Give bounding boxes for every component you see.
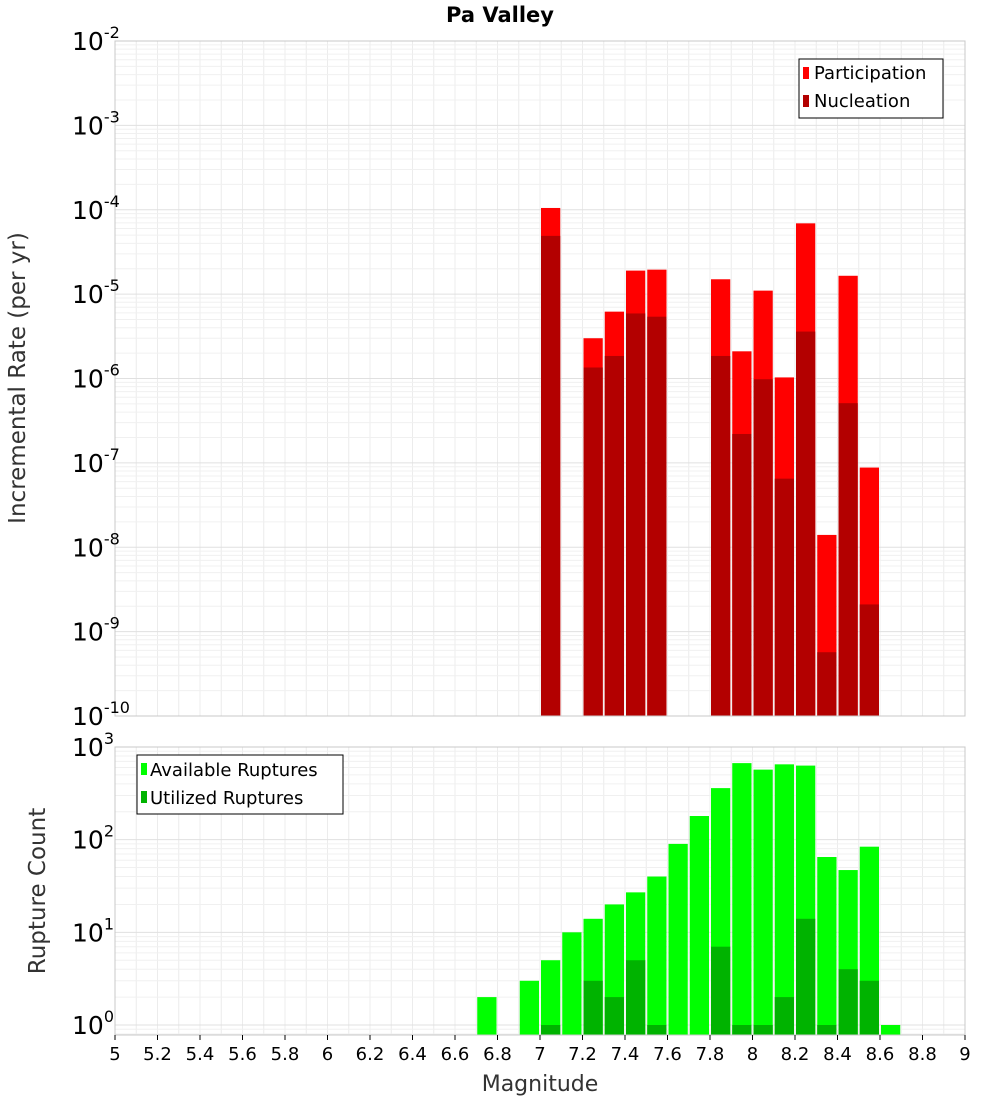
bottom-bar-utilized-ruptures [753, 1025, 773, 1035]
top-bar-nucleation [774, 478, 794, 716]
bottom-bars [477, 763, 901, 1035]
x-tick-label: 8.8 [908, 1044, 937, 1065]
legend-label-available: Available Ruptures [150, 760, 318, 781]
legend-label-utilized: Utilized Ruptures [150, 788, 303, 809]
top-bar-nucleation [796, 331, 816, 716]
top-grid [114, 40, 966, 717]
bottom-bar-available-ruptures [541, 960, 561, 1035]
legend-label-participation: Participation [814, 63, 926, 84]
x-tick-label: 9 [959, 1044, 970, 1065]
x-tick-label: 5.8 [271, 1044, 300, 1065]
x-axis-label: Magnitude [482, 1072, 599, 1097]
bottom-bar-utilized-ruptures [604, 997, 624, 1035]
bottom-bar-available-ruptures [689, 816, 709, 1035]
legend-swatch-participation [803, 67, 809, 79]
top-bar-nucleation [541, 235, 561, 716]
x-tick-label: 7 [534, 1044, 545, 1065]
bottom-bar-utilized-ruptures [583, 980, 603, 1035]
x-tick-label: 7.6 [653, 1044, 682, 1065]
x-tick-label: 5.2 [143, 1044, 172, 1065]
legend-label-nucleation: Nucleation [814, 91, 910, 112]
bottom-bar-utilized-ruptures [859, 980, 879, 1035]
x-tick-label: 8 [747, 1044, 758, 1065]
top-y-tick-label: 10-4 [72, 192, 120, 225]
top-bar-nucleation [817, 652, 837, 716]
top-y-tick-label: 10-3 [72, 107, 120, 140]
top-panel: 10-10 10-9 10-8 10-7 10-6 10-5 10-4 10-3 10-2 In… [5, 23, 966, 731]
top-bar-nucleation [838, 403, 858, 716]
bottom-bar-utilized-ruptures [732, 1025, 752, 1035]
bottom-bar-available-ruptures [477, 997, 497, 1035]
bottom-legend: Available Ruptures Utilized Ruptures [136, 754, 344, 815]
bottom-bar-available-ruptures [817, 857, 837, 1035]
x-tick-label: 5 [109, 1044, 120, 1065]
x-tick-label: 6.4 [398, 1044, 427, 1065]
top-bar-nucleation [753, 379, 773, 716]
bottom-bar-utilized-ruptures [711, 946, 731, 1035]
bottom-bar-available-ruptures [562, 932, 582, 1035]
chart-title: Pa Valley [446, 3, 554, 27]
bottom-bar-utilized-ruptures [838, 969, 858, 1035]
bottom-bar-utilized-ruptures [626, 960, 646, 1035]
bottom-bar-utilized-ruptures [774, 997, 794, 1035]
top-bar-nucleation [859, 604, 879, 716]
bottom-bar-available-ruptures [519, 980, 539, 1035]
bottom-bar-available-ruptures [774, 764, 794, 1035]
bottom-panel: 100 101 102 103 5 5.2 5.4 5.6 5.8 6 6.2 6.4 6.6 6.8 7… [25, 729, 971, 1097]
top-bars [541, 207, 879, 716]
bottom-y-tick-label: 101 [72, 914, 114, 947]
bottom-bar-utilized-ruptures [647, 1025, 667, 1035]
x-tick-label: 7.8 [696, 1044, 725, 1065]
bottom-bar-utilized-ruptures [796, 918, 816, 1035]
bottom-bar-available-ruptures [881, 1025, 901, 1035]
x-tick-label: 6.6 [441, 1044, 470, 1065]
bottom-y-tick-label: 100 [72, 1007, 114, 1040]
top-y-tick-label: 10-5 [72, 276, 120, 309]
x-tick-label: 7.4 [611, 1044, 640, 1065]
x-tick-label: 8.4 [823, 1044, 852, 1065]
bottom-bar-available-ruptures [753, 769, 773, 1035]
top-bar-nucleation [711, 355, 731, 716]
x-tick-label: 7.2 [568, 1044, 597, 1065]
top-bar-nucleation [732, 433, 752, 716]
top-y-tick-label: 10-8 [72, 529, 120, 562]
x-ticks: 5 5.2 5.4 5.6 5.8 6 6.2 6.4 6.6 6.8 7 7.2 7.4 7.6 7.8 8… [109, 1035, 971, 1065]
top-legend-box [798, 58, 944, 119]
x-tick-label: 5.4 [186, 1044, 215, 1065]
top-plot-border [114, 40, 966, 717]
bottom-bar-available-ruptures [668, 843, 688, 1035]
legend-swatch-nucleation [803, 95, 809, 107]
bottom-y-tick-label: 103 [72, 729, 114, 762]
x-tick-label: 6 [322, 1044, 333, 1065]
legend-swatch-utilized [141, 791, 147, 803]
top-bar-nucleation [647, 316, 667, 716]
bottom-legend-box [136, 754, 344, 815]
x-tick-label: 5.6 [228, 1044, 257, 1065]
top-y-tick-label: 10-9 [72, 614, 120, 647]
x-tick-label: 8.6 [866, 1044, 895, 1065]
top-y-axis-label: Incremental Rate (per yr) [5, 232, 31, 524]
top-y-tick-label: 10-6 [72, 361, 120, 394]
top-bar-nucleation [626, 313, 646, 716]
bottom-bar-available-ruptures [647, 876, 667, 1035]
x-tick-label: 6.8 [483, 1044, 512, 1065]
bottom-y-tick-label: 102 [72, 822, 114, 855]
bottom-bar-available-ruptures [732, 763, 752, 1035]
top-bar-nucleation [583, 367, 603, 716]
top-y-tick-label: 10-10 [72, 698, 130, 731]
top-bar-nucleation [604, 355, 624, 716]
top-y-ticks: 10-10 10-9 10-8 10-7 10-6 10-5 10-4 10-3 10-2 [72, 23, 130, 731]
bottom-y-ticks: 100 101 102 103 [72, 729, 114, 1040]
top-y-tick-label: 10-2 [72, 23, 120, 56]
x-tick-label: 8.2 [781, 1044, 810, 1065]
bottom-bar-utilized-ruptures [541, 1025, 561, 1035]
bottom-bar-utilized-ruptures [817, 1025, 837, 1035]
legend-swatch-available [141, 763, 147, 775]
top-legend: Participation Nucleation [798, 58, 944, 119]
top-y-tick-label: 10-7 [72, 445, 120, 478]
x-tick-label: 6.2 [356, 1044, 385, 1065]
bottom-y-axis-label: Rupture Count [25, 808, 51, 974]
